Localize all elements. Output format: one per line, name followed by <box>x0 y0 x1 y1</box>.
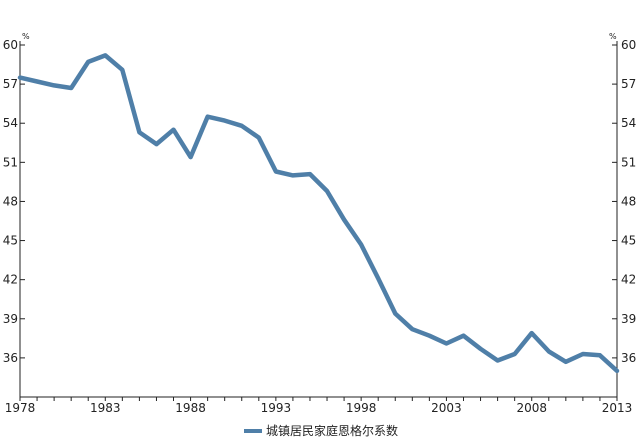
left-y-tick-label: 42 <box>3 273 18 287</box>
legend: 城镇居民家庭恩格尔系数 <box>244 423 398 438</box>
y-unit-right: % <box>609 32 617 41</box>
x-ticks: 1978 1983 1988 1993 1998 2003 2008 2013 <box>5 397 633 415</box>
right-y-tick-label: 48 <box>621 194 636 208</box>
x-tick-label: 2013 <box>602 401 633 415</box>
left-y-ticks: 36 39 42 45 48 51 54 57 60 <box>3 38 25 365</box>
x-tick-label: 1983 <box>90 401 121 415</box>
right-y-tick-label: 39 <box>621 312 636 326</box>
right-y-tick-label: 54 <box>621 116 636 130</box>
left-y-tick-label: 60 <box>3 38 18 52</box>
axes <box>19 41 618 398</box>
left-y-tick-label: 54 <box>3 116 18 130</box>
left-y-tick-label: 48 <box>3 194 18 208</box>
legend-label: 城镇居民家庭恩格尔系数 <box>266 423 398 438</box>
x-tick-label: 1993 <box>261 401 292 415</box>
x-tick-label: 1988 <box>175 401 206 415</box>
left-y-tick-label: 39 <box>3 312 18 326</box>
right-y-tick-label: 42 <box>621 273 636 287</box>
left-y-tick-label: 36 <box>3 351 18 365</box>
right-y-tick-label: 60 <box>621 38 636 52</box>
x-tick-label: 1978 <box>5 401 36 415</box>
x-tick-label: 1998 <box>346 401 377 415</box>
right-y-tick-label: 51 <box>621 155 636 169</box>
left-y-tick-label: 51 <box>3 155 18 169</box>
y-unit-left: % <box>22 32 30 41</box>
series-line <box>17 53 620 374</box>
right-y-tick-label: 57 <box>621 77 636 91</box>
right-y-ticks: 36 39 42 45 48 51 54 57 60 <box>612 38 636 365</box>
left-y-tick-label: 45 <box>3 234 18 248</box>
right-y-tick-label: 36 <box>621 351 636 365</box>
x-tick-label: 2003 <box>431 401 462 415</box>
series-layer <box>17 53 620 374</box>
left-y-tick-label: 57 <box>3 77 18 91</box>
x-tick-label: 2008 <box>516 401 547 415</box>
right-y-tick-label: 45 <box>621 234 636 248</box>
